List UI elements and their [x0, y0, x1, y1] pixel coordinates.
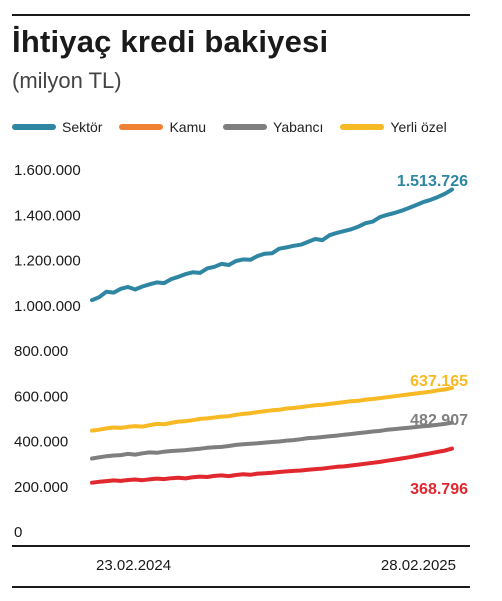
legend-item-yabanci: Yabancı	[223, 119, 323, 135]
y-tick-label: 1.200.000	[14, 253, 81, 270]
y-tick-label: 400.000	[14, 434, 68, 451]
legend: Sektör Kamu Yabancı Yerli özel	[12, 117, 482, 137]
x-tick-label: 28.02.2025	[381, 557, 456, 574]
legend-label-yerli-ozel: Yerli özel	[390, 119, 447, 135]
legend-swatch-yerli-ozel	[340, 124, 385, 130]
y-tick-label: 1.600.000	[14, 162, 81, 179]
chart-title: İhtiyaç kredi bakiyesi	[12, 24, 329, 59]
y-tick-label: 0	[14, 524, 22, 541]
series-line-4	[90, 446, 454, 485]
series-line-2	[90, 420, 454, 461]
y-tick-label: 600.000	[14, 388, 68, 405]
end-value-label: 1.513.726	[397, 173, 468, 190]
top-rule	[12, 14, 470, 16]
legend-swatch-sektor	[12, 124, 56, 130]
y-tick-label: 1.000.000	[14, 298, 81, 315]
y-tick-label: 200.000	[14, 479, 68, 496]
legend-label-kamu: Kamu	[169, 119, 207, 135]
y-tick-label: 800.000	[14, 343, 68, 360]
bottom-rule	[12, 586, 470, 588]
legend-label-yabanci: Yabancı	[273, 119, 324, 135]
legend-item-sektor: Sektör	[12, 119, 102, 135]
x-tick-label: 23.02.2024	[96, 557, 171, 574]
end-value-label: 368.796	[410, 481, 468, 498]
chart-subtitle: (milyon TL)	[12, 68, 122, 93]
end-value-label: 637.165	[410, 373, 468, 390]
legend-swatch-yabanci	[223, 124, 268, 130]
end-value-label: 482.907	[410, 412, 468, 429]
y-tick-label: 1.400.000	[14, 207, 81, 224]
series-line-3	[90, 385, 454, 433]
legend-item-yerli-ozel: Yerli özel	[340, 119, 447, 135]
legend-label-sektor: Sektör	[62, 119, 103, 135]
series-line-0	[90, 187, 454, 303]
legend-swatch-kamu	[119, 124, 164, 130]
legend-item-kamu: Kamu	[119, 119, 206, 135]
